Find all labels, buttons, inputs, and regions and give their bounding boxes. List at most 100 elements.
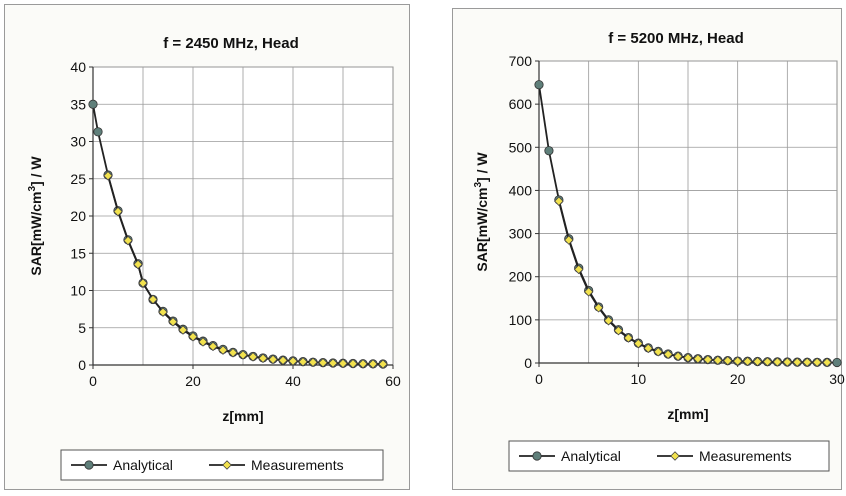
data-point-measurements	[564, 235, 574, 245]
y-tick-label: 400	[509, 182, 533, 198]
data-point-measurements	[298, 357, 308, 367]
data-point-analytical	[93, 127, 103, 137]
data-point-measurements	[663, 349, 673, 360]
data-point-measurements	[113, 206, 123, 217]
data-point-measurements	[742, 356, 753, 367]
y-tick-label: 600	[509, 96, 533, 112]
data-point-measurements	[158, 307, 168, 317]
data-point-measurements	[178, 325, 188, 335]
data-point-measurements	[198, 337, 208, 347]
data-point-measurements	[328, 358, 338, 368]
data-point-measurements	[288, 356, 298, 366]
data-point-measurements	[138, 278, 148, 288]
y-tick-label: 25	[70, 171, 86, 187]
data-point-analytical	[88, 99, 98, 109]
legend-marker-analytical	[84, 460, 94, 470]
legend-label-measurements: Measurements	[699, 448, 792, 464]
data-point-measurements	[713, 355, 723, 366]
data-point-analytical	[832, 357, 842, 368]
y-axis-label-prefix: SAR[mW/cm	[474, 188, 490, 272]
data-point-measurements	[623, 333, 634, 343]
data-point-measurements	[573, 264, 584, 275]
x-tick-label: 0	[535, 371, 543, 387]
data-point-measurements	[228, 347, 238, 358]
data-point-measurements	[103, 171, 113, 181]
data-point-measurements	[168, 317, 178, 327]
legend-label-analytical: Analytical	[113, 457, 173, 473]
chart-5200-svg: 0 100 200 300 400 500 600 700 0 10 20 30 f = 5200 MH…	[473, 30, 845, 472]
y-axis-label-sup: 3	[473, 182, 484, 188]
data-point-measurements	[703, 354, 713, 365]
y-axis-label-suffix: ] / W	[474, 152, 490, 182]
data-point-measurements	[308, 357, 318, 368]
x-tick-label: 10	[631, 371, 647, 387]
chart-2450-svg: 0 5 10 15 20 25 30 35 40 0 20 40 60 f = 2450 MHz, Hea…	[27, 35, 401, 481]
legend-label-measurements: Measurements	[251, 457, 344, 473]
chart-title: f = 5200 MHz, Head	[608, 30, 743, 47]
y-tick-label: 700	[509, 53, 533, 69]
y-tick-label: 10	[70, 283, 86, 299]
y-tick-label: 300	[509, 226, 533, 242]
data-point-measurements	[208, 341, 218, 352]
y-tick-label: 500	[509, 139, 533, 155]
data-point-measurements	[603, 315, 614, 326]
data-point-measurements	[133, 259, 143, 270]
chart-title: f = 2450 MHz, Head	[163, 35, 298, 52]
legend-marker-analytical	[532, 451, 542, 461]
y-tick-label: 200	[509, 269, 533, 285]
legend: Analytical Measurements	[508, 440, 830, 472]
y-tick-label: 35	[70, 96, 86, 112]
series-line-measurements	[558, 200, 828, 364]
data-point-measurements	[653, 347, 663, 357]
y-tick-label: 5	[78, 320, 86, 336]
x-tick-label: 60	[385, 373, 401, 389]
y-tick-label: 30	[70, 134, 86, 150]
y-tick-label: 0	[524, 355, 532, 371]
data-point-measurements	[278, 355, 288, 366]
data-point-measurements	[338, 358, 348, 369]
data-point-measurements	[673, 351, 683, 362]
data-point-measurements	[772, 357, 783, 367]
legend-marker-measurements	[222, 460, 232, 470]
legend-label-analytical: Analytical	[561, 448, 621, 464]
data-point-measurements	[188, 331, 198, 342]
x-tick-label: 0	[89, 373, 97, 389]
data-point-measurements	[683, 353, 693, 363]
data-point-measurements	[358, 359, 368, 369]
y-axis-label-prefix: SAR[mW/cm	[28, 192, 44, 276]
data-point-measurements	[148, 294, 158, 305]
data-point-analytical	[544, 146, 554, 156]
y-tick-label: 0	[78, 357, 86, 373]
data-point-measurements	[583, 287, 594, 297]
data-point-measurements	[368, 359, 378, 369]
x-axis-label: z[mm]	[222, 408, 263, 424]
data-point-measurements	[732, 356, 743, 366]
data-point-measurements	[693, 354, 703, 364]
x-axis-label: z[mm]	[667, 406, 708, 422]
y-tick-label: 40	[70, 59, 86, 75]
y-axis-label: SAR[mW/cm3] / W	[473, 152, 490, 272]
data-point-measurements	[348, 358, 358, 369]
data-point-measurements	[613, 325, 624, 336]
data-point-measurements	[762, 356, 773, 367]
y-axis-label-suffix: ] / W	[28, 156, 44, 186]
data-point-measurements	[238, 350, 248, 360]
data-point-measurements	[643, 343, 654, 354]
data-point-analytical	[534, 80, 544, 90]
data-point-measurements	[633, 338, 644, 349]
y-axis-label: SAR[mW/cm3] / W	[27, 156, 44, 276]
y-tick-label: 15	[70, 245, 86, 261]
x-tick-label: 20	[185, 373, 201, 389]
x-tick-label: 40	[285, 373, 301, 389]
legend: Analytical Measurements	[60, 449, 384, 481]
chart-panel-2450: 0 5 10 15 20 25 30 35 40 0 20 40 60 f = 2450 MHz, Hea…	[4, 4, 410, 490]
x-tick-label: 20	[730, 371, 746, 387]
data-point-measurements	[258, 353, 268, 364]
data-point-measurements	[802, 357, 812, 368]
data-point-measurements	[593, 303, 604, 313]
data-point-measurements	[722, 355, 733, 366]
data-point-measurements	[752, 356, 763, 367]
y-tick-label: 100	[509, 312, 533, 328]
data-point-measurements	[268, 354, 278, 365]
data-point-measurements	[218, 345, 228, 355]
